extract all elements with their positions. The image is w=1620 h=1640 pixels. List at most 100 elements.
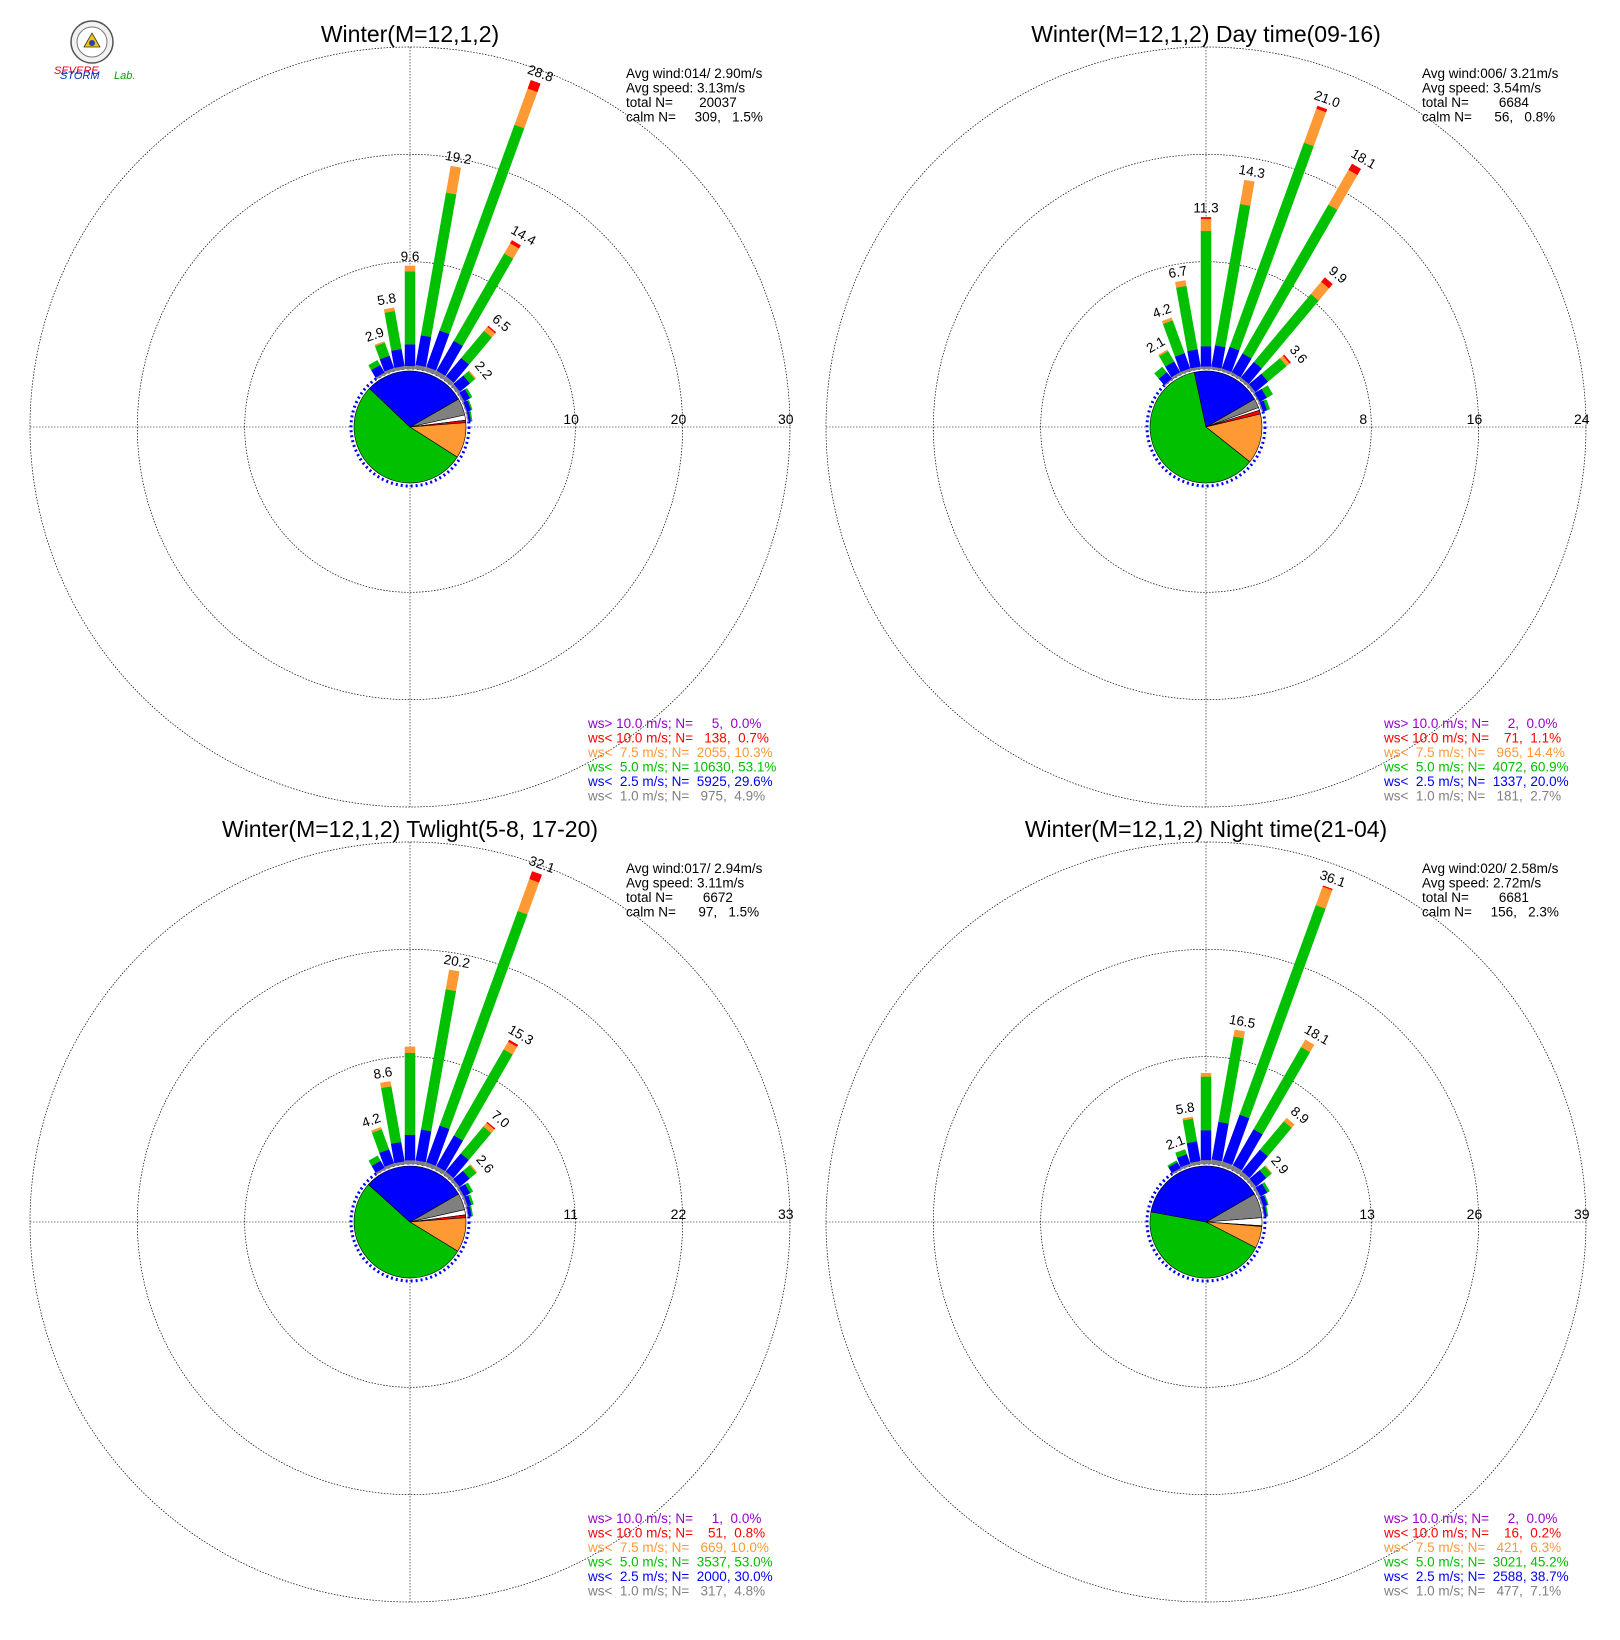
ring-label: 22 xyxy=(671,1206,687,1222)
bar-segment-0-lt2_5 xyxy=(404,344,416,367)
legend-entry: ws< 1.0 m/s; N= 477, 7.1% xyxy=(1383,1584,1561,1599)
legend-entry: ws< 5.0 m/s; N= 10630, 53.1% xyxy=(587,760,776,775)
bar-segment-20-lt7_5 xyxy=(1315,886,1333,909)
ring-label: 16 xyxy=(1467,411,1483,427)
bar-segment-10-lt7_5 xyxy=(1233,1029,1245,1039)
ring-label: 13 xyxy=(1359,1206,1375,1222)
wind-rose-panel-2: 8 16 242.14.26.711.314.321.018.19.93.6Wint… xyxy=(825,21,1590,808)
bar-segment-0-lt5_0 xyxy=(1200,230,1212,347)
wind-rose-panel-1: 10 20 302.95.89.619.228.814.46.52.2Winter(… xyxy=(29,21,794,808)
legend-entry: ws< 5.0 m/s; N= 3537, 53.0% xyxy=(587,1555,773,1570)
ring-label: 8 xyxy=(1359,411,1367,427)
pie-slice-lt5_0 xyxy=(353,387,458,484)
stat-line: total N= 6684 xyxy=(1422,95,1529,110)
legend-entry: ws< 5.0 m/s; N= 3021, 45.2% xyxy=(1383,1555,1569,1570)
bar-segment-40-lt7_5 xyxy=(1283,1117,1295,1129)
bar-segment-340-lt5_0 xyxy=(1175,1149,1187,1158)
bar-segment-10-lt7_5 xyxy=(445,969,460,992)
logo-word-2: STORM xyxy=(60,70,100,82)
logo-word-3: Lab. xyxy=(114,70,135,82)
bar-segment-40-lt10_0 xyxy=(487,325,497,334)
legend-entry: ws< 2.5 m/s; N= 5925, 29.6% xyxy=(587,774,773,789)
pie-rim xyxy=(349,1161,471,1283)
legend-entry: ws> 10.0 m/s; N= 2, 0.0% xyxy=(1383,1511,1557,1526)
legend-entry: ws< 2.5 m/s; N= 1337, 20.0% xyxy=(1383,774,1569,789)
legend-entry: ws< 10.0 m/s; N= 51, 0.8% xyxy=(587,1526,765,1541)
bar-value-label: 16.5 xyxy=(1228,1012,1256,1031)
stat-line: total N= 6681 xyxy=(1422,890,1529,905)
bar-segment-20-lt10_0 xyxy=(1322,885,1333,891)
panel-title: Winter(M=12,1,2) xyxy=(321,21,499,47)
grid-ring xyxy=(1040,1056,1372,1388)
bar-segment-0-lt2_5 xyxy=(1200,1129,1212,1161)
bar-segment-60-lt5_0 xyxy=(464,387,473,399)
stat-line: Avg wind:014/ 2.90m/s xyxy=(626,66,763,81)
wind-rose-panel-3: 11 22 334.28.620.232.115.37.02.6Winter(M=1… xyxy=(29,816,794,1603)
pie-rim xyxy=(1145,366,1267,488)
bar-segment-50-lt7_5 xyxy=(1264,1165,1273,1175)
pie-slice-lt2_5 xyxy=(1150,1165,1255,1223)
legend-entry: ws> 10.0 m/s; N= 5, 0.0% xyxy=(587,716,761,731)
stat-line: Avg wind:020/ 2.58m/s xyxy=(1422,861,1559,876)
bar-segment-350-lt5_0 xyxy=(380,1085,402,1144)
bar-segment-20-lt7_5 xyxy=(517,878,540,915)
bar-segment-0-lt7_5 xyxy=(1200,1072,1212,1077)
grid-ring xyxy=(244,1056,576,1388)
bar-segment-350-lt2_5 xyxy=(1186,1140,1201,1163)
bar-segment-350-lt7_5 xyxy=(380,1081,392,1089)
bar-segment-20-lt7_5 xyxy=(1303,108,1327,147)
bar-segment-30-lt10_0 xyxy=(507,1039,519,1048)
bar-value-label: 19.2 xyxy=(444,148,472,167)
stat-line: calm N= 156, 2.3% xyxy=(1422,905,1559,920)
ring-label: 10 xyxy=(563,411,579,427)
grid-ring xyxy=(136,948,684,1496)
pie-rim xyxy=(1145,1161,1267,1283)
grid-ring xyxy=(136,153,684,701)
bar-value-label: 4.2 xyxy=(1151,301,1174,322)
bar-segment-30-lt7_5 xyxy=(1328,169,1358,210)
stat-line: Avg speed: 2.72m/s xyxy=(1422,876,1541,891)
bar-segment-60-lt5_0 xyxy=(464,1182,474,1194)
bar-value-label: 11.3 xyxy=(1193,200,1218,215)
bar-segment-70-lt5_0 xyxy=(1263,399,1271,411)
bar-segment-60-lt5_0 xyxy=(1261,385,1274,398)
bar-segment-340-lt7_5 xyxy=(374,341,385,347)
wind-rose-panel-4: 13 26 392.15.816.536.118.18.92.9Winter(M=1… xyxy=(825,816,1590,1603)
bar-segment-0-lt7_5 xyxy=(404,265,416,272)
bar-value-label: 6.7 xyxy=(1167,263,1188,281)
bar-segment-350-lt2_5 xyxy=(1187,348,1201,369)
bar-segment-340-lt5_0 xyxy=(371,1128,390,1154)
legend-entry: ws< 1.0 m/s; N= 181, 2.7% xyxy=(1383,789,1561,804)
logo-word-1: SEVERE xyxy=(54,65,99,77)
bar-value-label: 2.1 xyxy=(1164,1132,1187,1153)
bar-segment-0-lt5_0 xyxy=(1200,1076,1212,1131)
bar-segment-340-lt7_5 xyxy=(1161,317,1173,325)
legend-entry: ws< 1.0 m/s; N= 975, 4.9% xyxy=(587,789,765,804)
grid-ring xyxy=(932,948,1480,1496)
stat-line: calm N= 309, 1.5% xyxy=(626,110,763,125)
bar-segment-0-lt5_0 xyxy=(404,1052,416,1135)
pie-slice-lt5_0 xyxy=(1149,371,1251,484)
grid-ring xyxy=(932,153,1480,701)
legend-entry: ws< 2.5 m/s; N= 2588, 38.7% xyxy=(1383,1569,1569,1584)
bar-segment-80-lt5_0 xyxy=(1265,1205,1269,1217)
bar-segment-0-lt5_0 xyxy=(404,271,416,345)
grid-ring xyxy=(1040,261,1372,593)
bar-value-label: 14.3 xyxy=(1238,162,1266,181)
bar-value-label: 9.6 xyxy=(401,249,420,264)
bar-segment-60-lt5_0 xyxy=(1261,1182,1270,1193)
bar-segment-10-lt7_5 xyxy=(1239,179,1255,206)
pie-slice-lt2_5 xyxy=(368,370,459,428)
bar-segment-330-lt5_0 xyxy=(1167,1160,1178,1168)
stat-line: Avg speed: 3.11m/s xyxy=(626,876,744,891)
legend-entry: ws< 10.0 m/s; N= 138, 0.7% xyxy=(587,731,769,746)
bar-segment-0-lt1_0 xyxy=(404,365,416,370)
bar-segment-350-lt2_5 xyxy=(390,1141,405,1164)
bar-value-label: 21.0 xyxy=(1312,88,1342,111)
bar-segment-80-lt5_0 xyxy=(469,410,473,422)
bar-segment-350-lt7_5 xyxy=(1182,1116,1194,1121)
pie-slice-lt5_0 xyxy=(1149,1211,1257,1279)
stat-line: Avg speed: 3.13m/s xyxy=(626,81,745,96)
bar-segment-0-lt1_0 xyxy=(404,1159,416,1165)
pie-slice-lt5_0 xyxy=(353,1184,459,1279)
